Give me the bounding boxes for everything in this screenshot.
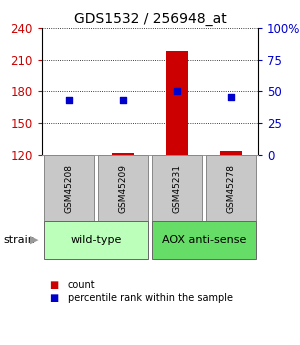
Text: AOX anti-sense: AOX anti-sense [162,235,246,245]
Text: ▶: ▶ [30,235,39,245]
Bar [166,51,188,155]
Text: GSM45209: GSM45209 [118,164,127,213]
Point [121,98,125,103]
Text: count: count [68,280,95,289]
Bar [152,221,256,259]
Bar [112,153,134,155]
Bar [220,151,242,155]
Text: percentile rank within the sample: percentile rank within the sample [68,294,232,303]
Bar [152,155,202,221]
Text: strain: strain [3,235,35,245]
Bar [44,221,148,259]
Text: ■: ■ [50,294,58,303]
Text: GDS1532 / 256948_at: GDS1532 / 256948_at [74,12,226,26]
Bar [206,155,256,221]
Bar [98,155,148,221]
Text: GSM45278: GSM45278 [226,164,236,213]
Point [67,98,71,103]
Point [229,94,233,99]
Text: ■: ■ [50,280,58,289]
Bar [44,155,94,221]
Text: GSM45231: GSM45231 [172,164,182,213]
Text: GSM45208: GSM45208 [64,164,74,213]
Text: wild-type: wild-type [70,235,122,245]
Point [175,89,179,94]
